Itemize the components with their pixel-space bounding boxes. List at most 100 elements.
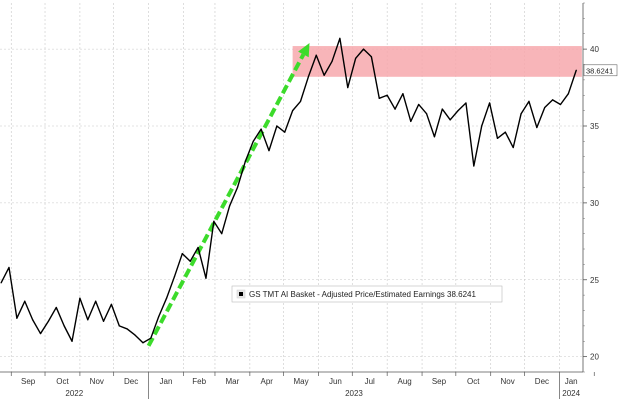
y-tick-label: 35 (590, 122, 599, 131)
data-point (79, 297, 81, 299)
x-tick-label: Aug (397, 377, 411, 386)
data-point (418, 103, 420, 106)
x-tick-label: Feb (192, 377, 206, 386)
data-point (16, 317, 18, 319)
y-tick-label: 25 (590, 276, 599, 285)
x-tick-label: Jul (365, 377, 375, 386)
data-point (39, 332, 42, 335)
data-point (410, 120, 412, 122)
data-point (213, 220, 215, 222)
data-point (378, 97, 380, 99)
shaded-band (292, 46, 582, 77)
data-point (205, 277, 207, 279)
year-label: 2024 (562, 389, 580, 398)
data-point (331, 60, 333, 63)
data-point (47, 320, 49, 322)
data-point (315, 54, 317, 56)
x-tick-label: Mar (226, 377, 240, 386)
last-value-box (583, 64, 618, 77)
data-point (552, 99, 554, 101)
data-point (299, 100, 302, 102)
data-point (197, 246, 199, 249)
x-axis: Sep Oct Nov Dec Jan Feb Mar Apr May Jun Jul Aug Sep O… (0, 371, 595, 399)
trend-arrow-layer (146, 42, 310, 347)
data-point (402, 93, 404, 95)
x-tick-label: Nov (500, 377, 514, 386)
data-point (559, 103, 562, 106)
data-point (126, 328, 128, 330)
data-point (142, 342, 144, 344)
x-tick-label: Jan (160, 377, 173, 386)
data-point (71, 340, 73, 342)
data-point (567, 93, 569, 95)
x-tick-label: Dec (535, 377, 549, 386)
data-point (268, 150, 270, 152)
data-point (24, 300, 26, 302)
trend-arrow-shaft (146, 53, 306, 347)
x-tick-label: Sep (21, 377, 36, 386)
series-layer (0, 37, 577, 344)
shaded-band-layer (292, 46, 582, 77)
last-value-marker: 38.6241 (583, 64, 618, 77)
data-point (221, 233, 223, 235)
data-point (323, 74, 325, 76)
data-point (134, 334, 136, 336)
x-tick-label: May (294, 377, 309, 386)
data-point (236, 186, 239, 189)
data-point (32, 319, 34, 321)
data-point (102, 320, 105, 322)
data-point (260, 128, 262, 130)
data-point (575, 69, 577, 71)
data-point (528, 100, 530, 102)
data-point (394, 108, 396, 110)
data-point (244, 160, 246, 162)
data-point (496, 137, 499, 139)
data-point (536, 126, 538, 129)
y-axis: 20 25 30 35 40 (582, 2, 599, 373)
data-point (95, 300, 97, 302)
data-point (449, 119, 451, 121)
legend: GS TMT AI Basket - Adjusted Price/Estima… (231, 285, 503, 303)
data-point (63, 325, 65, 327)
x-tick-label: Jan (565, 377, 578, 386)
data-point (165, 297, 168, 299)
data-point (473, 165, 475, 167)
data-point (292, 110, 294, 112)
data-point (488, 102, 491, 104)
data-point (87, 319, 89, 321)
data-point (8, 266, 10, 269)
x-tick-label: Oct (467, 377, 480, 386)
trend-arrow-head (298, 42, 310, 58)
data-point (189, 260, 191, 262)
data-point (425, 113, 428, 115)
x-tick-label: Dec (124, 377, 138, 386)
data-point (465, 102, 467, 104)
x-tick-label: Nov (90, 377, 104, 386)
data-point (355, 57, 357, 59)
legend-box (231, 285, 503, 303)
data-point (544, 106, 546, 109)
x-tick-label: Oct (56, 377, 69, 386)
last-value-label: 38.6241 (586, 66, 613, 75)
data-point (481, 125, 483, 127)
legend-label: GS TMT AI Basket - Adjusted Price/Estima… (249, 290, 476, 299)
data-point (370, 56, 373, 58)
data-point (150, 337, 152, 339)
data-point (386, 94, 388, 96)
x-tick-label: Sep (432, 377, 447, 386)
data-point (0, 282, 2, 284)
data-point (504, 131, 506, 133)
series-line (0, 37, 577, 344)
data-point (441, 108, 443, 110)
data-point (433, 136, 436, 138)
year-label: 2022 (65, 389, 83, 398)
data-point (362, 48, 365, 50)
data-point (347, 86, 349, 89)
data-point (181, 253, 183, 255)
x-tick-label: Apr (261, 377, 274, 386)
data-point (457, 110, 459, 112)
data-point (228, 205, 231, 207)
y-tick-label: 20 (590, 353, 599, 362)
data-point (284, 131, 286, 133)
